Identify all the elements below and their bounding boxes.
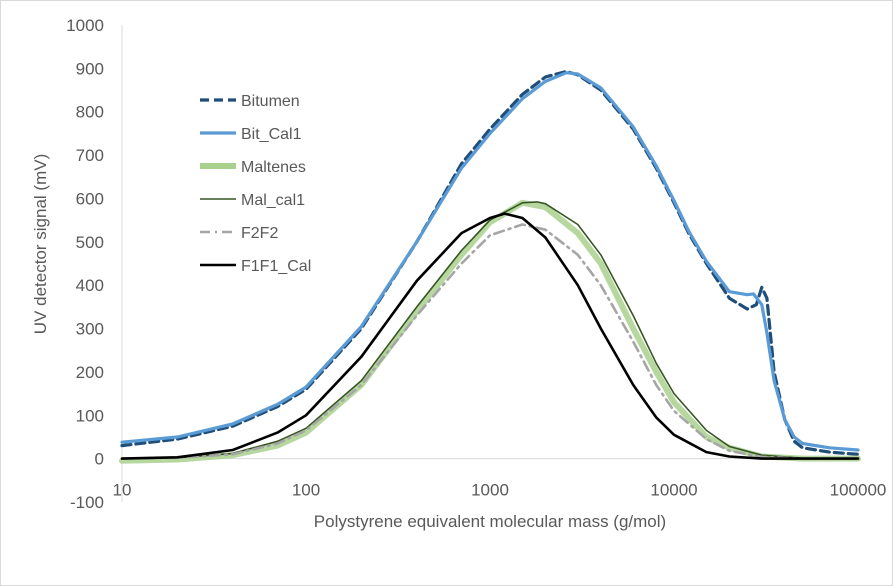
series-line-f2f2: [120, 223, 860, 460]
y-tick-label: 900: [76, 59, 104, 78]
y-tick-label: 700: [76, 146, 104, 165]
y-tick-label: 500: [76, 233, 104, 252]
y-tick-label: 400: [76, 276, 104, 295]
series-line-f1f1-cal: [120, 212, 860, 460]
y-tick-label: 100: [76, 406, 104, 425]
series-line-maltenes: [119, 199, 861, 464]
x-axis-label: Polystyrene equivalent molecular mass (g…: [314, 512, 666, 531]
series-line-mal-cal1: [121, 201, 859, 460]
y-axis-label: UV detector signal (mV): [31, 154, 50, 334]
legend-label: Bitumen: [241, 93, 300, 110]
y-tick-label: 200: [76, 363, 104, 382]
y-tick-label: 1000: [66, 16, 104, 35]
legend-label: F2F2: [241, 225, 278, 242]
y-tick-label: 300: [76, 320, 104, 339]
y-tick-label: 600: [76, 189, 104, 208]
series-line-bit-cal1: [120, 71, 860, 452]
x-tick-label: 1000: [471, 481, 509, 500]
legend: Bitumen Bit_Cal1 Maltenes Mal_cal1 F2F2 F1F1_…: [200, 93, 311, 275]
y-tick-label: 800: [76, 103, 104, 122]
x-tick-label: 100000: [830, 481, 887, 500]
x-tick-label: 10000: [650, 481, 697, 500]
y-tick-label: -100: [70, 493, 104, 512]
y-tick-label: 0: [95, 450, 104, 469]
series-line-bitumen: [120, 69, 860, 456]
y-axis-ticks: -100 0 100 200 300 400 500 600 700 800 900 1000: [66, 16, 104, 512]
legend-label: F1F1_Cal: [241, 258, 311, 275]
x-tick-label: 100: [292, 481, 320, 500]
legend-label: Maltenes: [241, 159, 306, 176]
series-layer: [119, 69, 861, 464]
legend-label: Bit_Cal1: [241, 126, 302, 143]
legend-label: Mal_cal1: [241, 192, 305, 209]
axes: [121, 25, 858, 502]
x-axis-ticks: 10 100 1000 10000 100000: [113, 481, 887, 500]
